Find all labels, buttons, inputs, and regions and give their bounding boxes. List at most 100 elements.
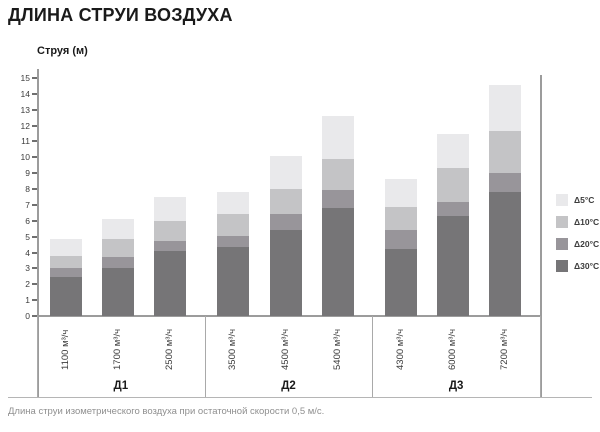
y-tick xyxy=(32,156,37,159)
y-tick-label: 9 xyxy=(25,168,30,179)
bar-segment xyxy=(321,158,354,190)
x-tick-label: 1100 м³/ч xyxy=(59,329,71,370)
x-tick-label: 3500 м³/ч xyxy=(227,328,239,370)
bar-segment xyxy=(384,206,417,231)
bar-segment xyxy=(49,277,82,316)
y-tick xyxy=(32,283,37,286)
y-tick xyxy=(32,267,37,270)
x-tick-label: 5400 м³/ч xyxy=(331,328,343,370)
group-label: Д1 xyxy=(113,380,129,392)
bar-segment xyxy=(321,189,354,209)
y-tick xyxy=(32,251,37,254)
legend-label: Δ10°C xyxy=(574,217,600,227)
y-tick-label: 5 xyxy=(25,231,30,242)
bar-segment xyxy=(154,220,186,241)
y-tick-label: 12 xyxy=(20,120,30,131)
bar-segment xyxy=(437,201,470,217)
legend-swatch xyxy=(556,260,568,272)
page-title: ДЛИНА СТРУИ ВОЗДУХА xyxy=(8,5,233,25)
legend-swatch xyxy=(556,216,568,228)
group-separator-line xyxy=(540,316,541,397)
bar-segment xyxy=(437,216,470,316)
bar-segment xyxy=(269,214,302,231)
y-tick-label: 3 xyxy=(25,263,30,274)
y-tick-label: 8 xyxy=(25,184,30,195)
bar-segment xyxy=(49,267,82,278)
y-tick xyxy=(32,299,37,302)
y-axis-line xyxy=(37,69,39,397)
y-tick-label: 2 xyxy=(25,279,30,290)
bar-segment xyxy=(489,85,522,132)
groups-bottom-line xyxy=(8,397,592,398)
bar-segment xyxy=(49,239,82,257)
legend-label: Δ5°C xyxy=(574,195,595,205)
legend-label: Δ20°C xyxy=(574,239,600,249)
y-tick-label: 14 xyxy=(20,88,30,99)
y-tick xyxy=(32,124,37,127)
x-tick-label: 4500 м³/ч xyxy=(279,328,291,370)
bar-segment xyxy=(49,256,82,268)
legend-swatch xyxy=(556,238,568,250)
bar-segment xyxy=(384,248,417,316)
bar-segment xyxy=(384,178,417,207)
y-tick xyxy=(32,172,37,175)
bar-segment xyxy=(217,192,250,215)
x-tick-label: 1700 м³/ч xyxy=(112,328,123,370)
y-tick xyxy=(32,140,37,143)
x-axis-line xyxy=(37,315,542,317)
bar-segment xyxy=(102,219,134,240)
bar-segment xyxy=(154,250,186,316)
y-tick-label: 0 xyxy=(25,311,30,321)
legend-item: Δ5°C xyxy=(556,194,599,206)
bar-segment xyxy=(437,133,470,169)
x-tick-label: 2500 м³/ч xyxy=(164,328,175,370)
y-tick-label: 15 xyxy=(20,72,30,83)
x-tick-label: 4300 м³/ч xyxy=(394,328,406,370)
y-tick-label: 1 xyxy=(25,295,30,306)
bar-segment xyxy=(269,189,302,215)
y-tick-label: 13 xyxy=(20,104,30,115)
legend-label: Δ30°C xyxy=(574,261,600,271)
caption: Длина струи изометрического воздуха при … xyxy=(8,406,325,417)
y-tick-label: 11 xyxy=(21,136,30,147)
x-tick-label: 6000 м³/ч xyxy=(447,328,459,370)
bar-segment xyxy=(437,168,470,202)
bar-segment xyxy=(102,257,134,268)
group-label: Д3 xyxy=(448,380,464,392)
group-label: Д2 xyxy=(281,380,296,392)
right-border-line xyxy=(540,75,542,397)
y-tick xyxy=(32,108,37,111)
bar-segment xyxy=(217,214,250,236)
legend: Δ5°C Δ10°C Δ20°C Δ30°C xyxy=(556,194,599,282)
bar-segment xyxy=(154,240,186,251)
bar-segment xyxy=(269,155,302,190)
y-tick-label: 10 xyxy=(20,152,30,163)
y-tick-label: 4 xyxy=(25,247,30,258)
bar-segment xyxy=(217,246,250,316)
y-tick xyxy=(32,92,37,95)
bar-segment xyxy=(154,196,186,221)
x-tick-label: 7200 м³/ч xyxy=(499,328,511,370)
legend-item: Δ20°C xyxy=(556,238,599,250)
bar-segment xyxy=(321,116,354,159)
bar-segment xyxy=(489,131,522,174)
group-separator-line xyxy=(372,316,374,397)
y-tick-label: 6 xyxy=(25,215,30,226)
y-tick xyxy=(32,235,37,238)
y-tick-label: 7 xyxy=(25,199,30,210)
bar-segment xyxy=(217,235,250,247)
group-separator-line xyxy=(204,316,206,397)
legend-item: Δ30°C xyxy=(556,260,599,272)
bar-segment xyxy=(489,192,522,316)
bar-segment xyxy=(489,173,522,193)
y-tick xyxy=(32,315,37,317)
y-tick xyxy=(32,188,37,191)
y-tick xyxy=(32,203,37,206)
y-tick xyxy=(32,219,37,222)
group-separator-line xyxy=(37,316,38,397)
bar-segment xyxy=(269,230,302,316)
bar-segment xyxy=(321,208,354,316)
y-axis-title: Струя (м) xyxy=(37,45,88,57)
bar-segment xyxy=(384,230,417,249)
